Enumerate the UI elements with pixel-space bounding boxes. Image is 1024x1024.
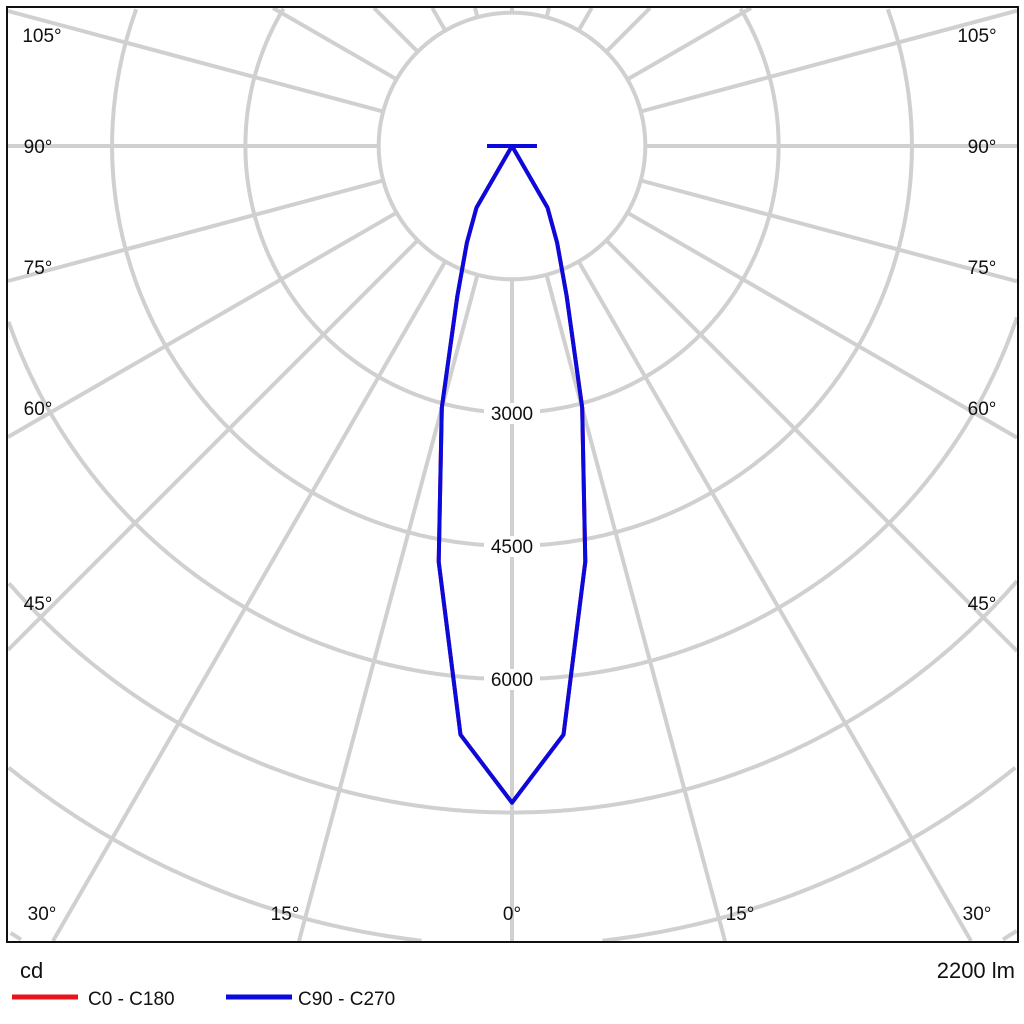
angle-label: 0° bbox=[503, 904, 521, 925]
radial-gridline bbox=[576, 260, 973, 943]
intensity-curves bbox=[436, 144, 588, 805]
radial-gridline bbox=[7, 178, 384, 283]
angle-labels-bottom: 15° 0° 15° bbox=[271, 904, 755, 925]
tick-label-background bbox=[484, 536, 540, 557]
radial-gridline bbox=[640, 178, 1018, 284]
legend-label-c0-c180: C0 - C180 bbox=[88, 989, 175, 1010]
circle-gridline bbox=[110, 8, 914, 548]
circle-gridline bbox=[9, 929, 1018, 942]
angle-labels-right: 105° 90° 75° 60° 45° 30° bbox=[957, 26, 996, 925]
angle-labels-left: 105° 90° 75° 60° 45° 30° bbox=[22, 26, 61, 925]
angle-label: 90° bbox=[968, 137, 997, 158]
angle-label: 15° bbox=[726, 904, 755, 925]
angle-label: 105° bbox=[957, 26, 996, 47]
angle-label: 30° bbox=[963, 904, 992, 925]
angle-label: 105° bbox=[22, 26, 61, 47]
plot-frame bbox=[6, 6, 1019, 943]
radial-tick-label: 6000 bbox=[491, 670, 533, 691]
flux-label: 2200 lm bbox=[937, 958, 1015, 983]
angle-label: 75° bbox=[24, 258, 53, 279]
angle-label: 90° bbox=[24, 137, 53, 158]
radial-gridline bbox=[430, 7, 448, 32]
unit-label: cd bbox=[20, 958, 43, 983]
radial-tick-label: 3000 bbox=[491, 404, 533, 425]
radial-gridline bbox=[7, 210, 398, 439]
radial-gridline bbox=[272, 6, 398, 82]
legend-label-c90-c270: C90 - C270 bbox=[298, 989, 395, 1010]
radial-gridline bbox=[51, 260, 448, 942]
circle-gridline bbox=[376, 10, 648, 282]
angle-label: 60° bbox=[968, 399, 997, 420]
angle-label: 45° bbox=[968, 594, 997, 615]
radial-gridline bbox=[544, 274, 727, 942]
angle-label: 15° bbox=[271, 904, 300, 925]
radial-gridline bbox=[297, 274, 480, 942]
legend: C0 - C180 C90 - C270 bbox=[12, 989, 395, 1010]
circle-gridline bbox=[6, 316, 1019, 682]
radial-gridline bbox=[640, 8, 1018, 114]
radial-gridline bbox=[6, 238, 420, 652]
radial-gridline bbox=[604, 238, 1019, 653]
radial-gridline bbox=[576, 6, 594, 32]
series-curve-c90-c270 bbox=[436, 144, 588, 805]
radial-tick-labels: 3000 4500 6000 bbox=[491, 404, 533, 691]
circle-gridline bbox=[7, 766, 1017, 943]
circle-gridline bbox=[7, 579, 1019, 815]
radial-gridline bbox=[7, 9, 384, 114]
angle-label: 45° bbox=[24, 594, 53, 615]
radial-gridline bbox=[604, 6, 652, 54]
tick-label-background bbox=[484, 403, 540, 424]
polar-grid bbox=[6, 6, 1019, 943]
radial-gridline bbox=[626, 6, 753, 82]
angle-label: 30° bbox=[28, 904, 57, 925]
radial-gridline bbox=[626, 210, 1018, 440]
radial-tick-label: 4500 bbox=[491, 537, 533, 558]
radial-gridline bbox=[372, 6, 420, 54]
angle-label: 75° bbox=[968, 258, 997, 279]
circle-gridline bbox=[243, 7, 781, 415]
tick-label-background bbox=[484, 669, 540, 690]
angle-label: 60° bbox=[24, 399, 53, 420]
